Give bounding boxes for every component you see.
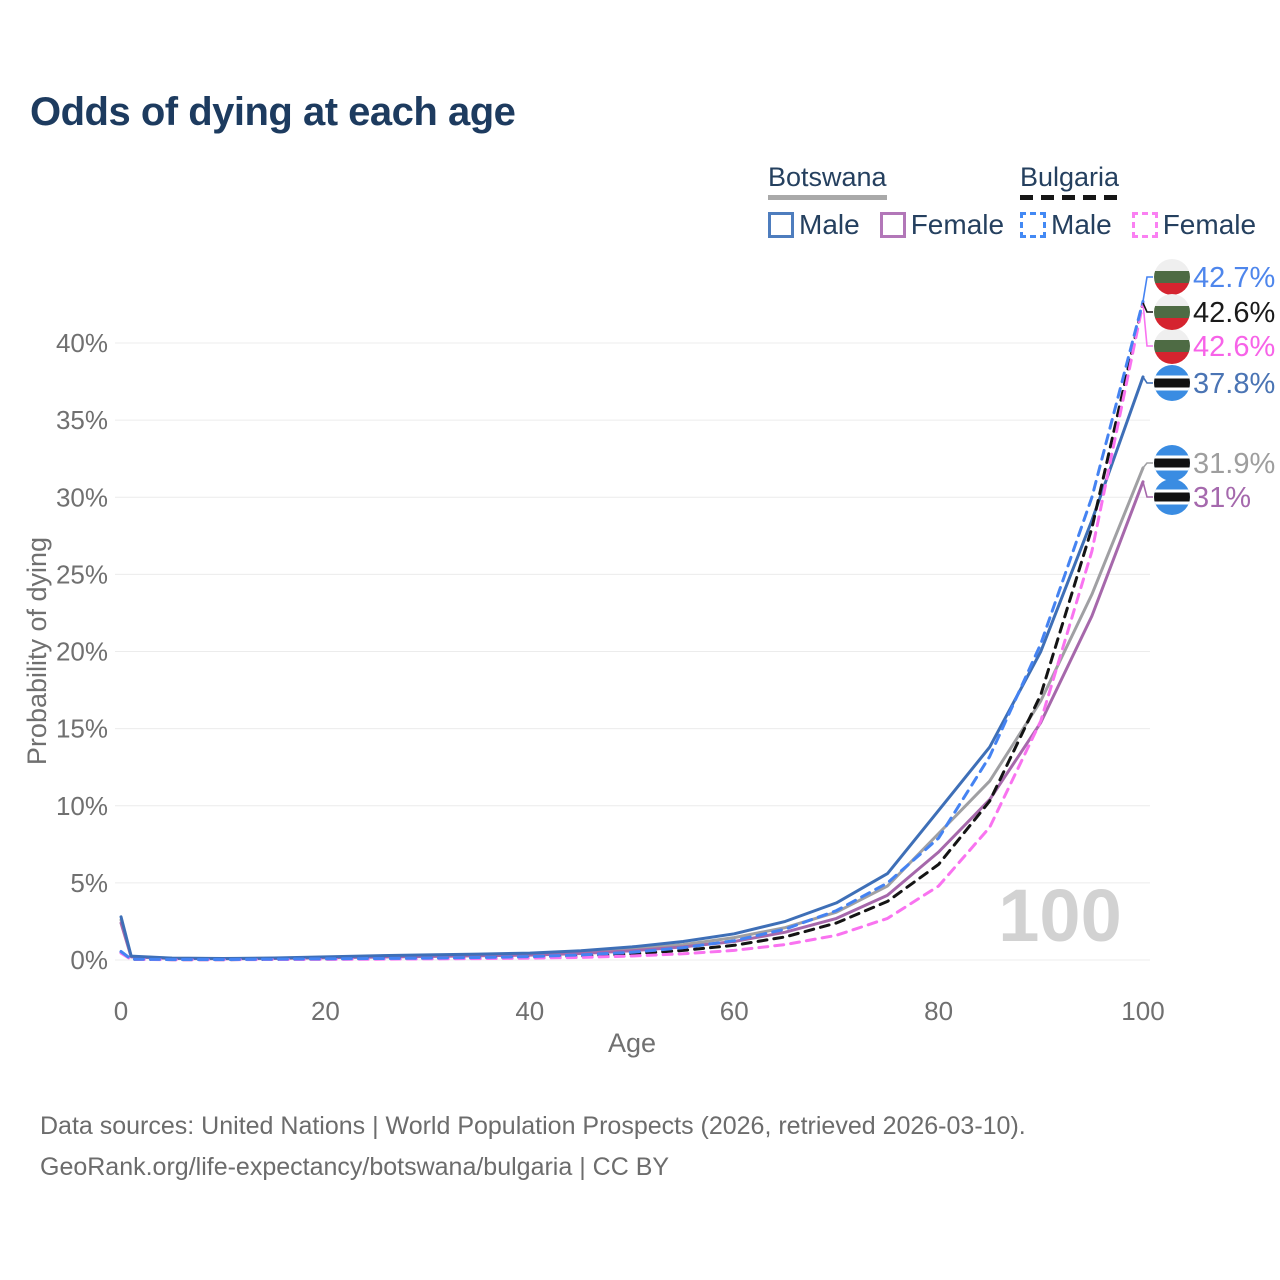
x-tick-label: 80: [924, 996, 953, 1026]
legend-item-label: Male: [799, 209, 860, 240]
x-axis-title: Age: [608, 1028, 656, 1058]
legend-group-bulgaria: Bulgaria Male Female: [1020, 162, 1276, 241]
legend-item-label: Male: [1051, 209, 1112, 240]
legend-country-label-botswana: Botswana: [768, 162, 887, 192]
series-line-botswana-male[interactable]: [119, 375, 1145, 960]
y-axis-title: Probability of dying: [22, 537, 52, 765]
attribution-text: GeoRank.org/life-expectancy/botswana/bul…: [40, 1153, 670, 1181]
x-tick-label: 60: [720, 996, 749, 1026]
flag-stripe: [1154, 271, 1190, 283]
x-tick-label: 20: [311, 996, 340, 1026]
end-value-label-botswana-all: 31.9%: [1193, 448, 1275, 480]
flag-stripe: [1154, 306, 1190, 318]
y-tick-label: 5%: [70, 868, 108, 898]
botswana-line-style-swatch: [768, 195, 887, 200]
bulgaria-female-swatch: [1131, 212, 1158, 238]
end-value-label-botswana-male: 37.8%: [1193, 368, 1275, 400]
bulgaria-flag-icon: [1154, 328, 1190, 364]
end-value-label-bulgaria-male: 42.7%: [1193, 262, 1275, 294]
series-line-bulgaria-all[interactable]: [119, 301, 1145, 962]
botswana-male-swatch: [768, 212, 794, 238]
x-tick-label: 0: [114, 996, 128, 1026]
series-line-botswana-female[interactable]: [119, 480, 1145, 961]
y-tick-label: 25%: [56, 559, 108, 589]
end-label-connector-bulgaria-all: [1142, 302, 1153, 313]
flag-stripe: [1154, 458, 1190, 468]
end-label-connector-botswana-all: [1142, 462, 1153, 469]
chart-footer: Data sources: United Nations | World Pop…: [40, 1106, 1026, 1188]
legend-item-label: Female: [910, 209, 1005, 240]
end-value-label-bulgaria-all: 42.6%: [1193, 297, 1275, 329]
flag-stripe: [1154, 283, 1190, 295]
legend-item-botswana-male[interactable]: Male: [768, 209, 860, 241]
bulgaria-flag-icon: [1154, 259, 1190, 295]
legend-item-botswana-female[interactable]: Female: [879, 209, 1005, 241]
y-tick-label: 35%: [56, 405, 108, 435]
flag-stripe: [1154, 318, 1190, 330]
bulgaria-flag-icon: [1154, 294, 1190, 330]
botswana-flag-icon: [1154, 365, 1190, 401]
series-line-botswana-all[interactable]: [119, 466, 1145, 961]
y-tick-label: 10%: [56, 791, 108, 821]
legend-country-botswana[interactable]: Botswana: [768, 162, 887, 200]
flag-stripe: [1154, 340, 1190, 352]
end-value-label-botswana-female: 31%: [1193, 482, 1251, 514]
page-title: Odds of dying at each age: [30, 90, 516, 134]
legend-item-bulgaria-female[interactable]: Female: [1131, 209, 1257, 241]
end-label-connector-bulgaria-female: [1142, 302, 1153, 347]
flag-stripe: [1154, 352, 1190, 364]
watermark-age-100: 100: [998, 874, 1121, 957]
flag-stripe: [1154, 378, 1190, 388]
bulgaria-line-style-swatch: [1020, 195, 1120, 200]
flag-stripe: [1154, 328, 1190, 340]
series-line-bulgaria-female[interactable]: [119, 301, 1145, 962]
x-tick-label: 40: [515, 996, 544, 1026]
legend-item-label: Female: [1162, 209, 1257, 240]
end-label-connector-botswana-male: [1142, 376, 1153, 384]
botswana-flag-icon: [1154, 445, 1190, 481]
end-value-label-bulgaria-female: 42.6%: [1193, 331, 1275, 363]
end-label-connector-botswana-female: [1142, 481, 1153, 498]
flag-stripe: [1154, 259, 1190, 271]
flag-stripe: [1154, 294, 1190, 306]
y-tick-label: 15%: [56, 714, 108, 744]
y-tick-label: 0%: [70, 945, 108, 975]
legend-group-botswana: Botswana Male Female: [768, 162, 1024, 241]
y-tick-label: 30%: [56, 482, 108, 512]
data-sources-text: Data sources: United Nations | World Pop…: [40, 1112, 1026, 1140]
legend-country-label-bulgaria: Bulgaria: [1020, 162, 1120, 192]
y-tick-label: 20%: [56, 637, 108, 667]
legend-item-bulgaria-male[interactable]: Male: [1020, 209, 1112, 241]
series-line-bulgaria-male[interactable]: [119, 299, 1145, 961]
botswana-female-swatch: [879, 212, 906, 238]
x-tick-label: 100: [1121, 996, 1164, 1026]
legend-country-bulgaria[interactable]: Bulgaria: [1020, 162, 1120, 200]
y-tick-label: 40%: [56, 328, 108, 358]
botswana-flag-icon: [1154, 479, 1190, 515]
flag-stripe: [1154, 492, 1190, 502]
bulgaria-male-swatch: [1020, 212, 1046, 238]
end-label-connector-bulgaria-male: [1142, 276, 1153, 302]
